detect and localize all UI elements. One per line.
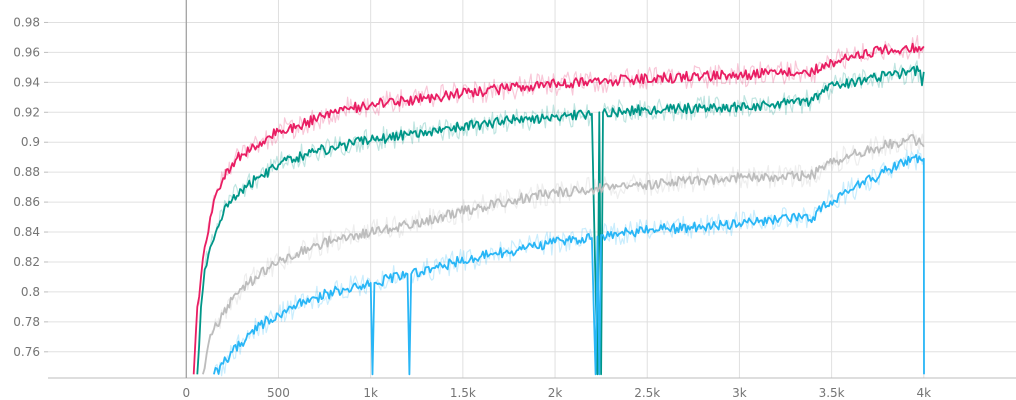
x-tick-label: 2.5k [634, 386, 660, 400]
y-tick-label: 0.8 [21, 285, 40, 299]
x-tick-label: 3k [732, 386, 747, 400]
series-raw-line-0 [193, 35, 925, 375]
series-raw-line-1 [196, 60, 925, 375]
axis-layer [44, 0, 1016, 379]
y-tick-label: 0.92 [13, 105, 40, 119]
series-raw-line-2 [202, 130, 925, 375]
series-layer [192, 35, 925, 377]
x-tick-label: 1.5k [450, 386, 476, 400]
x-tick-label: 4k [917, 386, 932, 400]
y-tick-label: 0.76 [13, 345, 40, 359]
series-line-1 [196, 65, 925, 376]
y-tick-label: 0.94 [13, 75, 40, 89]
y-tick-label: 0.82 [13, 255, 40, 269]
series-line-2 [202, 134, 925, 375]
label-layer: 0.76 0.78 0.8 0.82 0.84 0.86 0.88 0.9 0.92 0.94 0.… [13, 15, 931, 400]
y-tick-label: 0.84 [13, 225, 40, 239]
x-tick-label: 2k [548, 386, 563, 400]
x-tick-label: 1k [363, 386, 378, 400]
y-tick-label: 0.96 [13, 45, 40, 59]
series-line-3 [213, 154, 925, 376]
series-raw-line-3 [213, 149, 925, 377]
y-tick-label: 0.78 [13, 315, 40, 329]
x-tick-label: 0 [182, 386, 190, 400]
y-tick-label: 0.9 [21, 135, 40, 149]
series-line-0 [192, 42, 925, 375]
y-tick-label: 0.98 [13, 15, 40, 29]
x-tick-label: 3.5k [819, 386, 845, 400]
y-tick-label: 0.86 [13, 195, 40, 209]
y-tick-label: 0.88 [13, 165, 40, 179]
x-tick-label: 500 [267, 386, 290, 400]
